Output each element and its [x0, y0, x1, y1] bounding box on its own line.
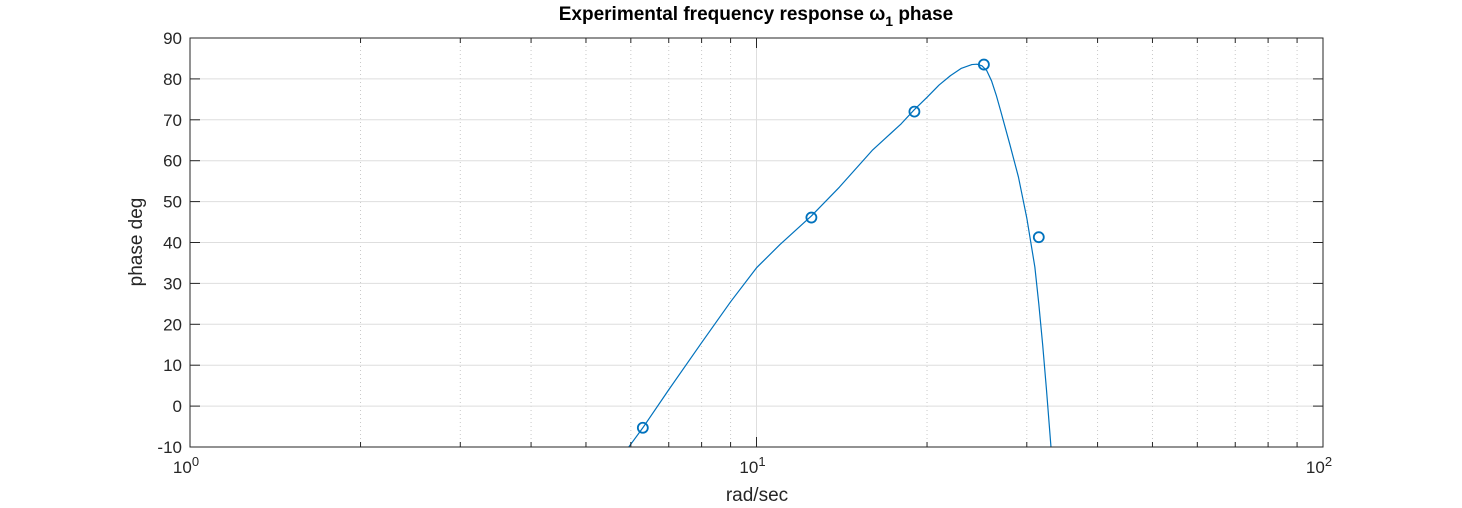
data-point	[1032, 231, 1045, 244]
y-tick-label: 90	[163, 29, 182, 48]
grid	[190, 38, 1323, 447]
y-tick-label: 50	[163, 193, 182, 212]
data-point	[805, 211, 818, 224]
chart-title-suffix: phase	[893, 4, 953, 25]
plot-area	[628, 58, 1052, 447]
y-tick-label: 0	[173, 397, 182, 416]
series-line	[628, 63, 1052, 447]
ticks: 100 101 102 -10 0 10 20 30 40 50 60 70 80 90	[157, 29, 1332, 477]
y-tick-label: 30	[163, 274, 182, 293]
y-tick-label: 60	[163, 152, 182, 171]
chart-title-main: Experimental frequency response ω	[559, 4, 886, 25]
x-tick-label: 102	[1306, 454, 1332, 477]
x-tick-label: 101	[739, 454, 765, 477]
y-tick-label: 10	[163, 356, 182, 375]
y-tick-label: 80	[163, 70, 182, 89]
y-tick-label: -10	[157, 438, 182, 457]
y-tick-label: 40	[163, 234, 182, 253]
y-tick-label: 20	[163, 315, 182, 334]
y-tick-label: 70	[163, 111, 182, 130]
chart-title-subscript: 1	[885, 13, 893, 29]
data-point	[636, 421, 649, 434]
chart-title: Experimental frequency response ω1 phase	[559, 4, 954, 29]
data-point	[977, 58, 990, 71]
x-tick-label: 100	[173, 454, 199, 477]
y-axis-label: phase deg	[126, 198, 147, 287]
x-axis-label: rad/sec	[726, 485, 788, 506]
data-point	[908, 105, 921, 118]
